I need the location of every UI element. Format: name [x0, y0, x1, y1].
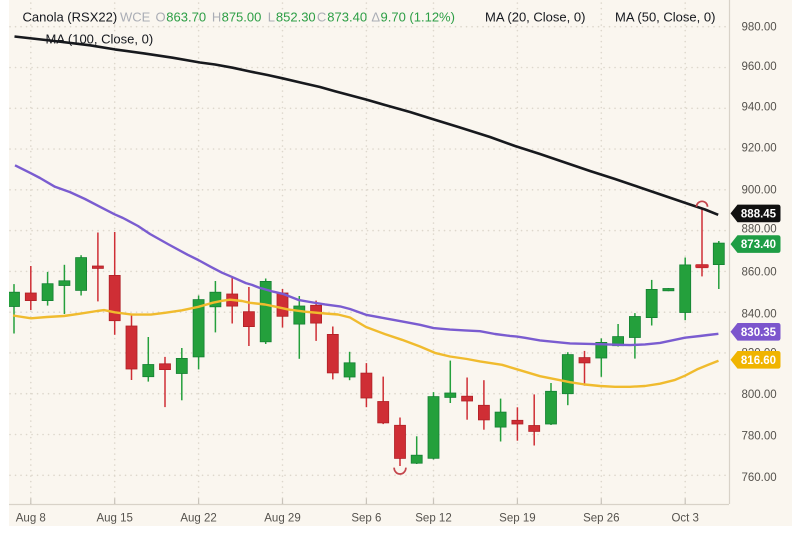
- svg-text:940.00: 940.00: [742, 102, 777, 114]
- svg-text:Aug 15: Aug 15: [96, 512, 132, 524]
- svg-text:830.35: 830.35: [741, 327, 777, 339]
- svg-text:800.00: 800.00: [742, 389, 777, 401]
- svg-text:860.00: 860.00: [742, 267, 777, 279]
- svg-text:Sep 26: Sep 26: [583, 512, 619, 524]
- svg-text:960.00: 960.00: [742, 61, 777, 73]
- svg-text:873.40: 873.40: [741, 239, 776, 251]
- svg-text:780.00: 780.00: [742, 431, 777, 443]
- svg-text:816.60: 816.60: [741, 355, 776, 367]
- svg-text:980.00: 980.00: [742, 22, 777, 34]
- svg-text:760.00: 760.00: [742, 472, 777, 484]
- svg-text:900.00: 900.00: [742, 185, 777, 197]
- svg-text:MA (20, Close, 0): MA (20, Close, 0): [485, 9, 585, 24]
- svg-text:840.00: 840.00: [742, 309, 777, 321]
- svg-text:MA (50, Close, 0): MA (50, Close, 0): [615, 9, 715, 24]
- svg-text:MA (100, Close, 0): MA (100, Close, 0): [46, 31, 154, 46]
- svg-text:Sep 6: Sep 6: [351, 512, 381, 524]
- svg-text:Sep 12: Sep 12: [415, 512, 451, 524]
- svg-text:920.00: 920.00: [742, 143, 777, 155]
- svg-text:888.45: 888.45: [741, 208, 777, 220]
- svg-text:Aug 29: Aug 29: [264, 512, 300, 524]
- svg-text:Sep 19: Sep 19: [499, 512, 535, 524]
- svg-text:Aug 8: Aug 8: [16, 512, 46, 524]
- svg-text:Aug 22: Aug 22: [180, 512, 216, 524]
- svg-text:Oct 3: Oct 3: [671, 512, 698, 524]
- svg-text:880.00: 880.00: [742, 224, 777, 236]
